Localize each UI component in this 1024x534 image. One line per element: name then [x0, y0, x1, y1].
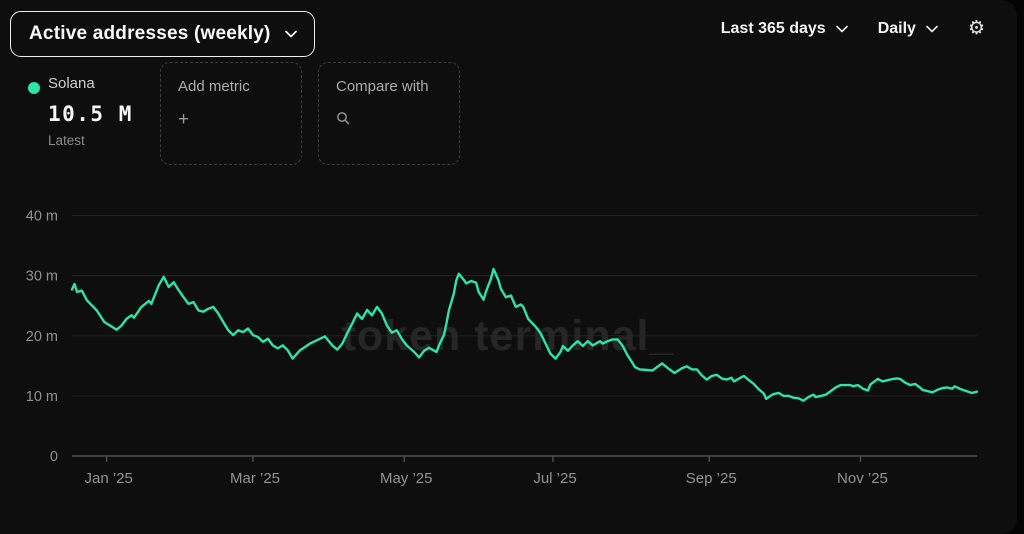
gear-icon[interactable]: ⚙	[967, 17, 985, 39]
interval-label: Daily	[877, 19, 916, 37]
y-axis-tick-label: 40 m	[26, 209, 58, 225]
metric-card-solana[interactable]: Solana 10.5 M Latest	[10, 62, 152, 165]
metric-selector-label: Active addresses (weekly)	[29, 23, 271, 44]
x-axis-tick-label: Nov ’25	[837, 470, 888, 487]
search-icon	[336, 110, 459, 129]
metric-card-name: Solana	[48, 75, 95, 92]
x-axis-tick-label: May ’25	[380, 470, 433, 487]
y-axis-tick-label: 30 m	[26, 269, 58, 285]
series-color-dot	[28, 82, 40, 94]
plus-icon: +	[178, 109, 190, 130]
metric-selector-dropdown[interactable]: Active addresses (weekly)	[10, 11, 315, 57]
chart-area[interactable]: token terminal_ 0 10 m 20 m 30 m 40 m Jan ’25 M…	[0, 190, 1017, 520]
chevron-down-icon	[835, 25, 848, 32]
chevron-down-icon	[284, 30, 297, 38]
y-axis-tick-label: 10 m	[26, 389, 58, 405]
x-axis-tick-label: Mar ’25	[230, 470, 280, 487]
token-terminal-watermark: token terminal_	[342, 312, 675, 360]
metric-card-value: 10.5 M	[48, 102, 133, 126]
chevron-down-icon	[926, 25, 938, 32]
x-axis-tick-label: Jan ’25	[85, 470, 133, 487]
active-addresses-line-chart[interactable]: token terminal_ 0 10 m 20 m 30 m 40 m Jan ’25 M…	[0, 190, 1017, 520]
interval-selector[interactable]: Daily	[878, 20, 938, 38]
add-metric-label: Add metric	[178, 78, 250, 95]
series-line-solana[interactable]	[70, 267, 979, 402]
compare-with-button[interactable]: Compare with	[318, 62, 460, 165]
metric-card-caption: Latest	[48, 133, 85, 148]
x-axis-tick-label: Sep ’25	[686, 470, 737, 487]
date-range-selector[interactable]: Last 365 days	[721, 20, 848, 38]
y-axis-tick-label: 20 m	[26, 329, 58, 345]
compare-with-label: Compare with	[336, 78, 429, 95]
add-metric-button[interactable]: Add metric +	[160, 62, 302, 165]
date-range-label: Last 365 days	[720, 19, 826, 37]
y-axis-tick-label: 0	[50, 449, 58, 465]
x-axis-tick-label: Jul ’25	[533, 470, 576, 487]
header-controls: Last 365 days Daily ⚙	[721, 0, 985, 57]
